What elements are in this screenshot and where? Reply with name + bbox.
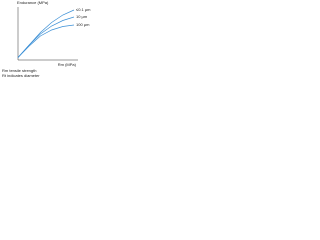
- series-label: ≤0.1 µm: [76, 7, 91, 12]
- series-line: [17, 16, 75, 58]
- chart-title: Endurance (MPa): [17, 0, 49, 5]
- series-line: [17, 9, 75, 58]
- chart: Endurance (MPa) Rm (MPa) Rm tensile stre…: [2, 0, 91, 78]
- series-line: [17, 24, 75, 58]
- note: Rm tensile strength: [2, 68, 36, 73]
- x-axis-label: Rm (MPa): [58, 62, 77, 67]
- series-label: 100 µm: [76, 22, 90, 27]
- note: Rt indicates diameter: [2, 73, 40, 78]
- series-label: 10 µm: [76, 14, 88, 19]
